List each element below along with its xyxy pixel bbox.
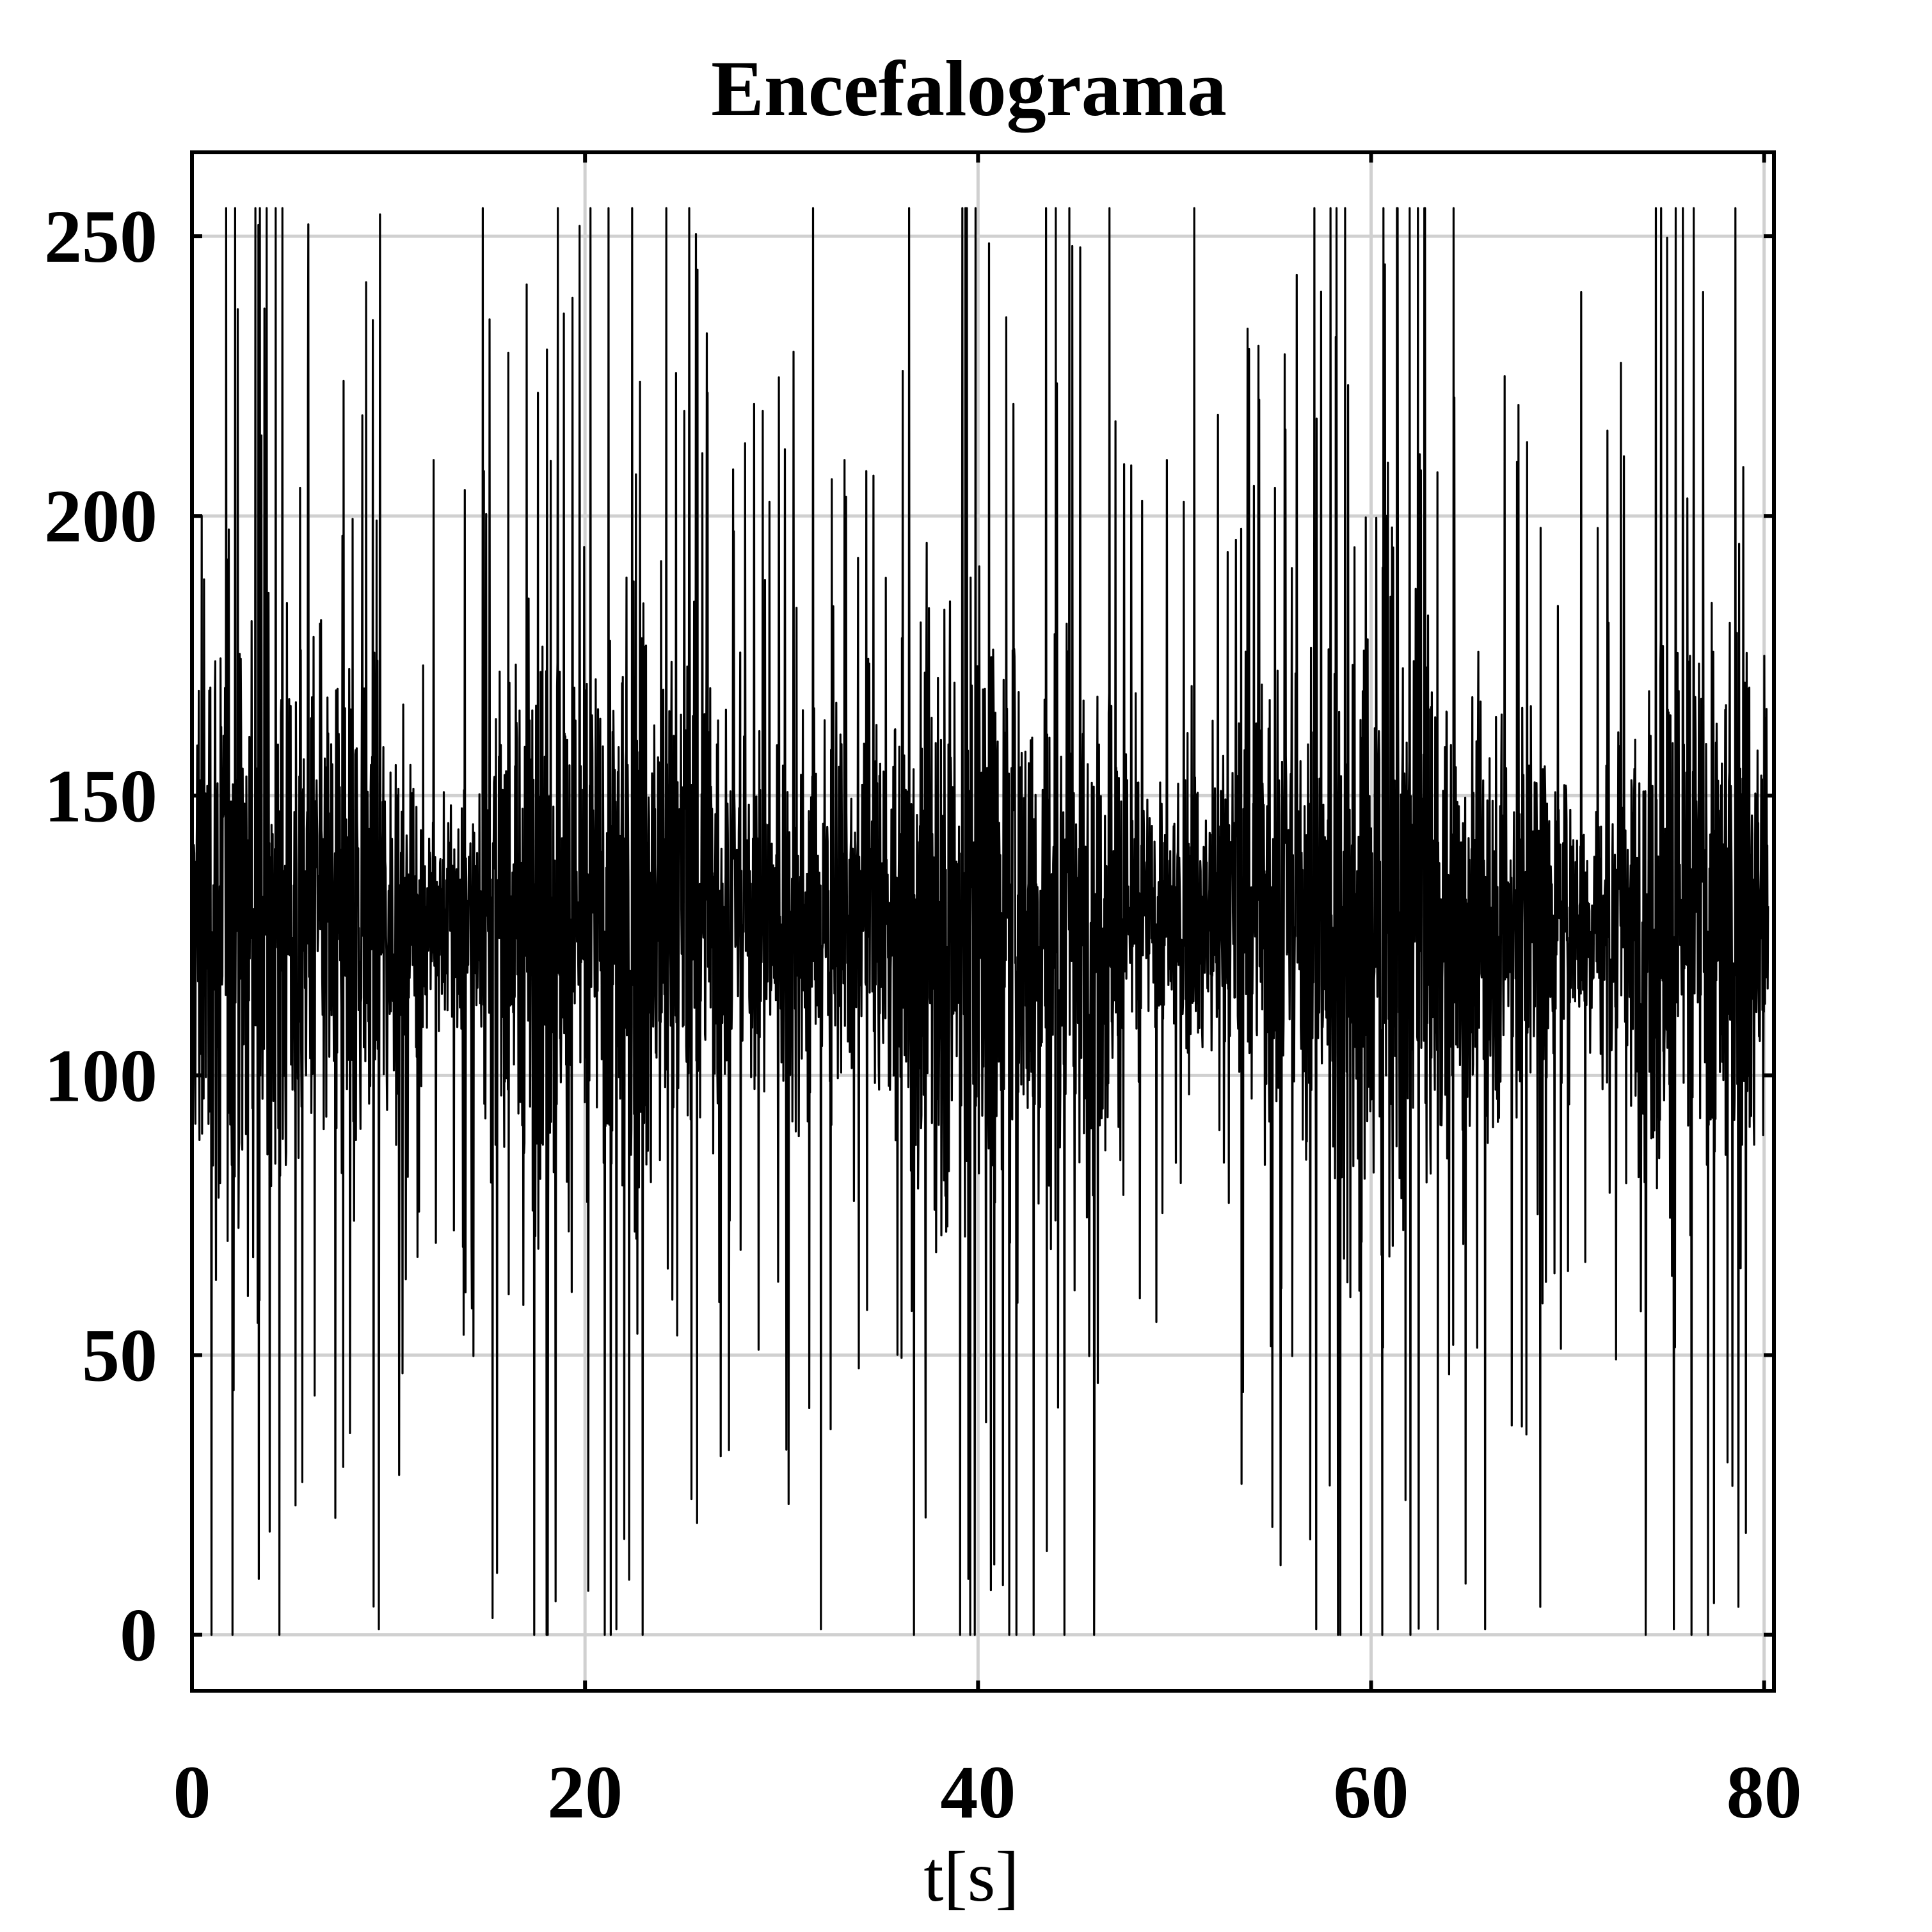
y-tick-label: 0	[120, 1593, 157, 1677]
eeg-signal-line	[191, 207, 1769, 1636]
axes: 0 20 40 60 80 0 50 100 150 200 250	[44, 150, 1802, 1834]
x-tick-label: 80	[1727, 1750, 1802, 1834]
x-tick-label: 60	[1333, 1750, 1409, 1834]
x-tick-label: 0	[173, 1750, 211, 1834]
signal-area	[191, 207, 1769, 1636]
x-tick-label: 20	[547, 1750, 623, 1834]
y-tick-label: 100	[44, 1034, 157, 1117]
chart-title: Encefalograma	[711, 45, 1227, 133]
y-tick-label: 200	[44, 474, 157, 558]
y-tick-label: 150	[44, 754, 157, 838]
y-tick-label: 250	[44, 195, 157, 278]
plot-frame	[190, 150, 1776, 1693]
y-tick-label: 50	[82, 1313, 157, 1397]
x-axis-label: t[s]	[923, 1837, 1019, 1917]
x-tick-label: 40	[940, 1750, 1016, 1834]
